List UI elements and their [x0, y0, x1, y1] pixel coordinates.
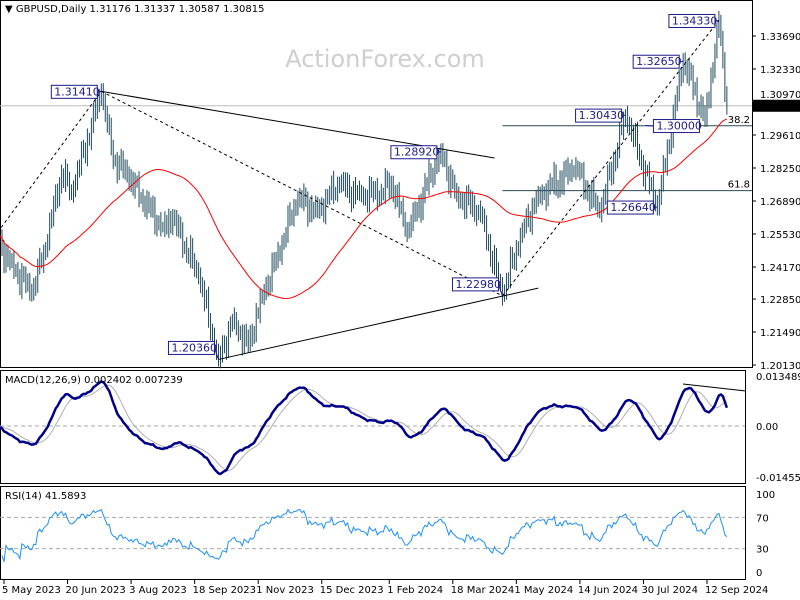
price-label: 1.30000 [656, 120, 702, 133]
fib-level-label: 38.2 [728, 115, 750, 126]
price-label-box [575, 108, 623, 123]
macd-y-tick-label: 0.013489 [756, 372, 800, 383]
macd-signal-line [0, 384, 727, 471]
y-tick-label: 1.24170 [760, 263, 800, 274]
current-price-label: 1.30815 [757, 102, 798, 113]
macd-y-tick-label: 0.00 [756, 422, 778, 433]
macd-title: MACD(12,26,9) 0.002402 0.007239 [5, 375, 183, 386]
y-tick-label: 1.32330 [760, 65, 800, 76]
macd-y-tick-label: -0.014554 [756, 473, 800, 484]
rsi-pane-frame [0, 486, 746, 580]
x-tick-label: 20 Jun 2023 [66, 585, 126, 596]
price-label-leader [621, 114, 626, 117]
y-tick-label: 1.20130 [760, 361, 800, 372]
price-label-box [652, 119, 700, 134]
y-tick-label: 1.26890 [760, 197, 800, 208]
x-tick-label: 1 Nov 2023 [256, 585, 314, 596]
main-pane-frame [0, 0, 753, 368]
price-label-leader [97, 90, 102, 93]
macd-line [0, 380, 729, 476]
x-tick-label: 18 Sep 2023 [193, 585, 256, 596]
price-label-leader [436, 151, 441, 153]
x-tick-label: 1 May 2024 [514, 585, 573, 596]
price-label: 1.30430 [579, 109, 625, 122]
x-tick-label: 14 Jun 2024 [578, 585, 638, 596]
price-label: 1.28920 [394, 146, 440, 159]
price-label-box [451, 277, 499, 292]
price-label-box [632, 54, 680, 69]
rsi-y-tick-label: 0 [756, 568, 762, 579]
rsi-title: RSI(14) 41.5893 [5, 491, 86, 502]
x-tick-label: 3 Aug 2023 [129, 585, 187, 596]
chart-header: ▼ GBPUSD,Daily 1.31176 1.31337 1.30587 1… [5, 4, 264, 15]
moving-average-line [0, 118, 728, 300]
y-tick-label: 1.25530 [760, 230, 800, 241]
y-tick-label: 1.29610 [760, 131, 800, 142]
trendline-dashed [502, 20, 720, 297]
price-label-box [50, 84, 98, 99]
price-label: 1.31410 [54, 85, 99, 98]
macd-divergence-line [682, 383, 747, 392]
x-tick-label: 1 Feb 2024 [387, 585, 443, 596]
rsi-line [1, 508, 728, 563]
rsi-y-tick-label: 100 [756, 490, 775, 501]
price-label-box [668, 13, 716, 28]
price-label-box [606, 200, 654, 215]
x-tick-label: 5 May 2023 [2, 585, 61, 596]
x-tick-label: 15 Dec 2023 [320, 585, 384, 596]
price-label-leader [214, 347, 219, 360]
x-tick-label: 12 Sep 2024 [705, 585, 768, 596]
y-tick-label: 1.33690 [760, 32, 800, 43]
x-tick-label: 30 Jul 2024 [641, 585, 698, 596]
price-label: 1.34330 [672, 14, 718, 27]
price-label: 1.26640 [610, 201, 656, 214]
trendline-dashed [0, 91, 102, 230]
price-label-leader [653, 206, 658, 209]
price-label-leader [645, 125, 654, 127]
rsi-y-tick-label: 30 [756, 545, 769, 556]
rsi-y-tick-label: 70 [756, 513, 769, 524]
price-label: 1.20360 [171, 341, 217, 354]
x-tick-label: 18 Mar 2024 [451, 585, 514, 596]
price-label-leader [679, 60, 684, 63]
y-tick-label: 1.30970 [760, 90, 800, 101]
price-label: 1.32650 [636, 55, 682, 68]
trendline-solid [218, 287, 539, 360]
price-label-leader [714, 19, 719, 22]
price-label-box [167, 340, 215, 355]
watermark: ActionForex.com [285, 45, 485, 73]
y-tick-label: 1.28250 [760, 164, 800, 175]
price-label: 1.22980 [455, 278, 501, 291]
price-label-box [390, 145, 438, 160]
y-tick-label: 1.21490 [760, 328, 800, 339]
fib-level-label: 61.8 [728, 180, 750, 191]
y-tick-label: 1.22850 [760, 295, 800, 306]
current-price-badge [753, 99, 800, 112]
price-label-leader [497, 284, 503, 297]
